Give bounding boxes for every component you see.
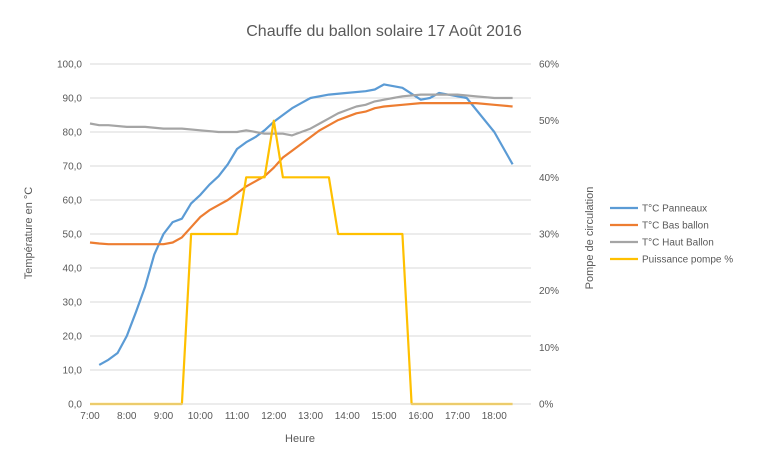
gridlines xyxy=(90,63,531,371)
x-tick-label: 17:00 xyxy=(445,411,470,422)
y-tick-label: 30,0 xyxy=(63,298,83,309)
x-axis-title: Heure xyxy=(285,433,315,445)
y-tick-label: 90,0 xyxy=(63,94,83,105)
y2-tick-label: 50% xyxy=(539,116,559,127)
x-tick-label: 10:00 xyxy=(188,411,213,422)
legend-label: Puissance pompe % xyxy=(642,255,733,266)
x-tick-label: 13:00 xyxy=(298,411,323,422)
y-tick-label: 0,0 xyxy=(68,400,82,411)
y2-axis-ticks: 0% 10% 20% 30% 40% 50% 60% xyxy=(539,60,559,411)
y2-tick-label: 30% xyxy=(539,230,559,241)
x-tick-label: 15:00 xyxy=(371,411,396,422)
y-axis-title: Température en °C xyxy=(23,187,35,279)
y-axis-ticks: 0,0 10,0 20,0 30,0 40,0 50,0 60,0 70,0 80,0 90,0 1… xyxy=(57,60,82,411)
y-tick-label: 20,0 xyxy=(63,332,83,343)
x-axis-ticks: 7:00 8:00 9:00 10:00 11:00 12:00 13:00 14:00 15:… xyxy=(80,411,507,422)
legend-label: T°C Panneaux xyxy=(642,204,707,215)
x-tick-label: 7:00 xyxy=(80,411,100,422)
y2-axis-title: Pompe de circulation xyxy=(584,187,596,290)
y-tick-label: 40,0 xyxy=(63,264,83,275)
y2-tick-label: 0% xyxy=(539,400,554,411)
chart-title: Chauffe du ballon solaire 17 Août 2016 xyxy=(246,23,522,40)
series-line-3 xyxy=(89,93,513,137)
series-line-1 xyxy=(98,83,514,366)
x-tick-label: 11:00 xyxy=(225,411,250,422)
legend-label: T°C Bas ballon xyxy=(642,221,709,232)
x-tick-label: 12:00 xyxy=(261,411,286,422)
y-tick-label: 10,0 xyxy=(63,366,83,377)
y2-tick-label: 60% xyxy=(539,60,559,71)
y2-tick-label: 20% xyxy=(539,286,559,297)
y-tick-label: 50,0 xyxy=(63,230,83,241)
y-tick-label: 70,0 xyxy=(63,162,83,173)
x-tick-label: 16:00 xyxy=(408,411,433,422)
legend-label: T°C Haut Ballon xyxy=(642,238,714,249)
y2-tick-label: 40% xyxy=(539,173,559,184)
series-line-2 xyxy=(89,101,513,246)
y-tick-label: 80,0 xyxy=(63,128,83,139)
x-tick-label: 14:00 xyxy=(335,411,360,422)
y-tick-label: 100,0 xyxy=(57,60,82,71)
series-line-4 xyxy=(90,119,513,406)
x-tick-label: 18:00 xyxy=(482,411,507,422)
y-tick-label: 60,0 xyxy=(63,196,83,207)
x-tick-label: 8:00 xyxy=(117,411,137,422)
legend: T°C Panneaux T°C Bas ballon T°C Haut Ballo… xyxy=(610,204,733,266)
y2-tick-label: 10% xyxy=(539,343,559,354)
x-tick-label: 9:00 xyxy=(154,411,174,422)
